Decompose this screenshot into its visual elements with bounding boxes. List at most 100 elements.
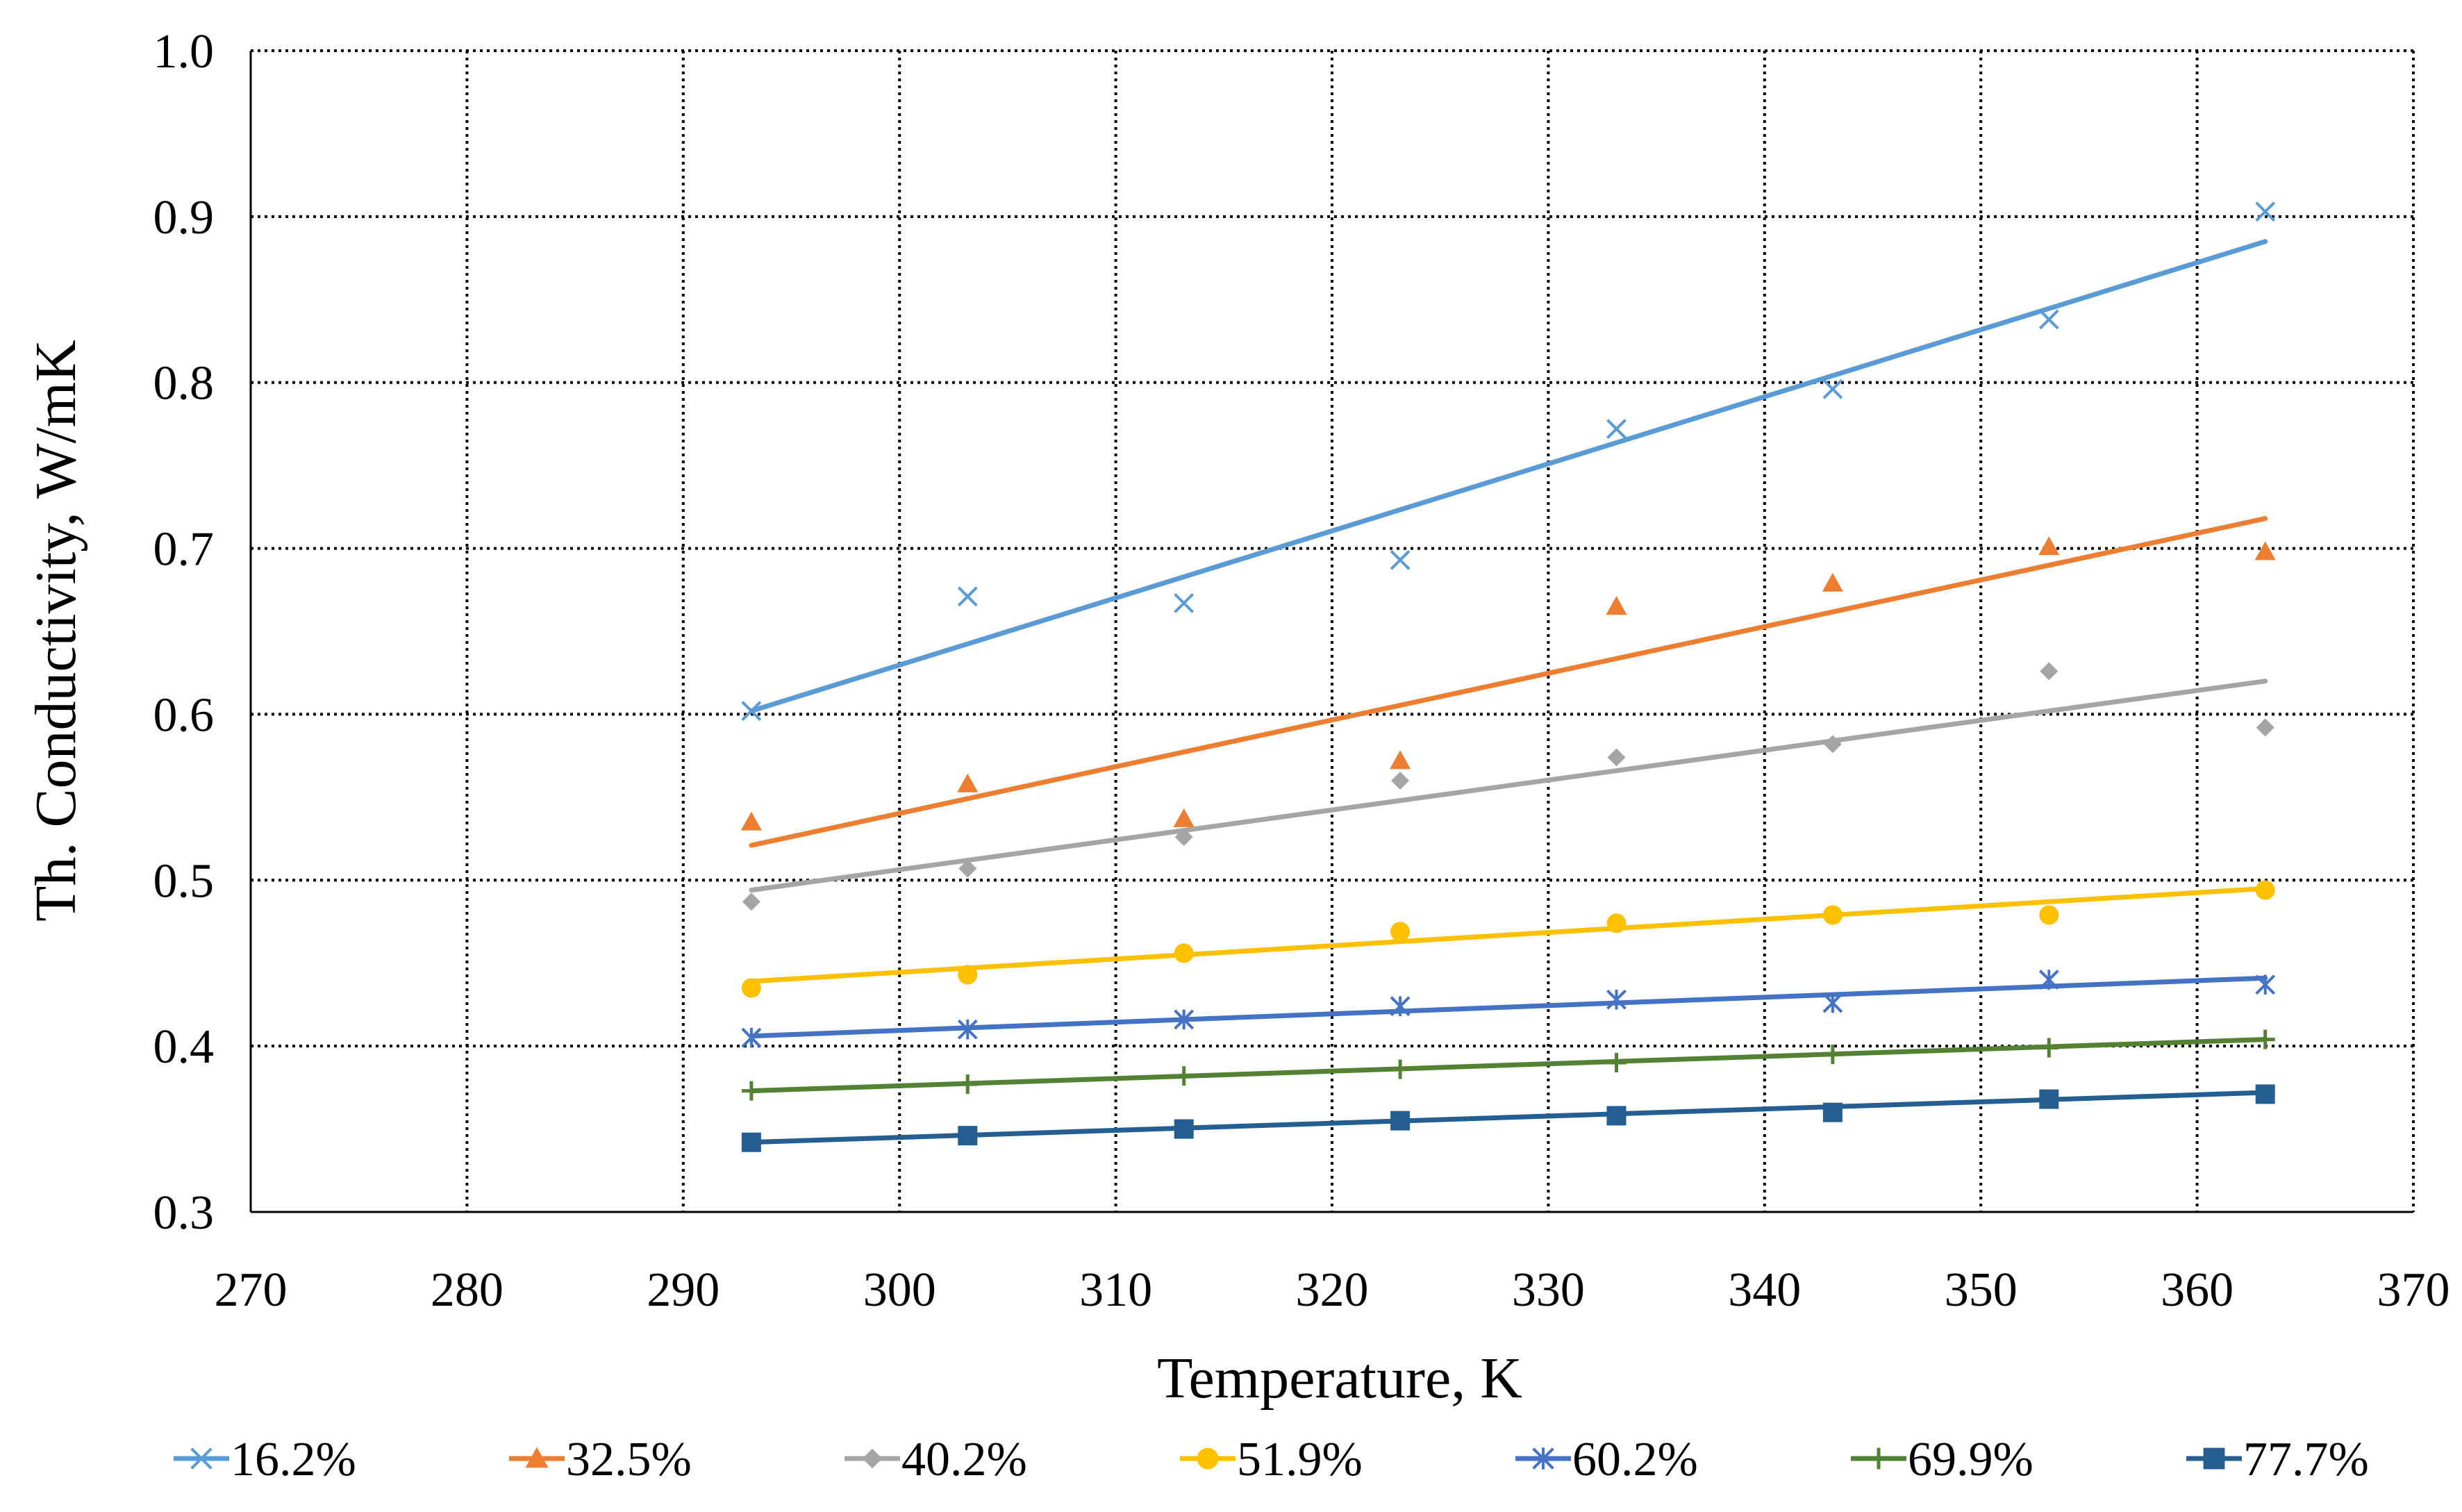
data-point (2038, 536, 2060, 556)
legend-marker (1197, 1447, 1219, 1470)
data-point (1174, 1119, 1194, 1139)
legend-label: 77.7% (2243, 1433, 2369, 1486)
data-point (1390, 1059, 1411, 1079)
series-7 (741, 1084, 2275, 1152)
y-tick-label: 0.4 (153, 1020, 215, 1074)
x-tick-label: 270 (215, 1263, 288, 1317)
data-point (2039, 1038, 2059, 1058)
data-point (1823, 735, 1842, 754)
data-point (1173, 808, 1195, 827)
x-tick-label: 350 (1945, 1263, 2018, 1317)
data-point (1174, 1066, 1194, 1086)
data-point (2255, 1029, 2275, 1049)
axes (249, 51, 2413, 1213)
data-point (1174, 1009, 1195, 1030)
data-point (2040, 662, 2058, 681)
x-tick-label: 290 (647, 1263, 720, 1317)
data-point (2039, 905, 2059, 925)
grid (251, 49, 2415, 1212)
x-tick-label: 330 (1512, 1263, 1585, 1317)
legend-marker (1532, 1447, 1554, 1470)
trendline (749, 975, 2268, 1039)
legend-item: 32.5% (509, 1433, 692, 1486)
y-tick-label: 0.9 (153, 191, 215, 244)
trendline (749, 886, 2268, 984)
legend-label: 60.2% (1572, 1433, 1698, 1486)
data-point (1174, 943, 1194, 963)
data-point (1607, 748, 1626, 767)
legend-marker (862, 1448, 883, 1469)
x-tick-label: 320 (1296, 1263, 1369, 1317)
y-tick-label: 0.8 (153, 357, 215, 410)
data-point (741, 1081, 761, 1101)
data-point (1606, 1053, 1627, 1073)
data-point (742, 892, 760, 911)
data-point (957, 1019, 978, 1040)
data-point (958, 1074, 978, 1095)
series-5 (741, 970, 2276, 1048)
data-point (1606, 989, 1627, 1010)
data-point (1822, 1045, 1843, 1065)
series-6 (741, 1029, 2275, 1101)
data-point (2254, 541, 2276, 560)
y-tick-label: 0.3 (153, 1186, 215, 1240)
y-tick-label: 0.7 (153, 523, 215, 576)
y-tick-label: 0.5 (153, 854, 215, 908)
data-point (1822, 905, 1843, 925)
data-point (1390, 996, 1411, 1017)
data-point (1606, 1106, 1627, 1126)
legend-label: 40.2% (901, 1433, 1027, 1486)
data-point (2039, 1089, 2059, 1109)
data-point (741, 978, 761, 998)
legend-marker (2203, 1447, 2225, 1470)
legend-marker (1868, 1447, 1890, 1470)
data-point (1822, 379, 1843, 399)
data-point (2255, 201, 2276, 222)
data-point (741, 1027, 762, 1048)
y-axis-title: Th. Conductivity, W/mK (24, 340, 88, 922)
data-point (1606, 596, 1627, 615)
data-point (741, 701, 762, 722)
y-tick-label: 0.6 (153, 688, 215, 742)
legend-marker (525, 1447, 549, 1468)
data-point (2255, 880, 2275, 900)
x-tick-label: 310 (1079, 1263, 1152, 1317)
data-point (1822, 1102, 1843, 1122)
legend-label: 32.5% (566, 1433, 692, 1486)
x-tick-labels: 270 280 290 300 310 320 330 340 350 360 370 (215, 1263, 2450, 1317)
legend: 16.2% 32.5% 40.2% 51.9% 60.2% 69.9% 77.7% (174, 1433, 2369, 1486)
data-point (741, 1132, 761, 1152)
trendline (749, 679, 2268, 893)
y-tick-labels: 0.3 0.4 0.5 0.6 0.7 0.8 0.9 1.0 (153, 25, 215, 1240)
x-tick-label: 300 (863, 1263, 936, 1317)
data-point (1390, 750, 1411, 770)
legend-item: 51.9% (1180, 1433, 1363, 1486)
data-point (2038, 970, 2059, 990)
legend-label: 16.2% (231, 1433, 356, 1486)
data-point (1174, 592, 1195, 613)
data-point (957, 773, 979, 792)
x-tick-label: 340 (1728, 1263, 1801, 1317)
data-point (958, 859, 977, 878)
data-point (2038, 309, 2059, 330)
data-point (740, 811, 762, 831)
data-point (1390, 549, 1411, 570)
x-axis-title: Temperature, K (1157, 1346, 1522, 1411)
series-4 (741, 880, 2275, 998)
legend-item: 69.9% (1851, 1433, 2033, 1486)
legend-marker (190, 1447, 213, 1470)
data-point (958, 965, 978, 985)
data-point (1606, 913, 1627, 933)
x-tick-label: 370 (2377, 1263, 2450, 1317)
data-point (2255, 1084, 2275, 1104)
series-2 (740, 516, 2276, 848)
data-point (957, 586, 978, 607)
trendline (749, 1037, 2268, 1094)
plot-series (740, 201, 2276, 1152)
series-3 (742, 662, 2274, 911)
legend-item: 77.7% (2186, 1433, 2369, 1486)
data-point (1822, 992, 1843, 1013)
data-point (1174, 828, 1193, 847)
legend-item: 16.2% (174, 1433, 356, 1486)
